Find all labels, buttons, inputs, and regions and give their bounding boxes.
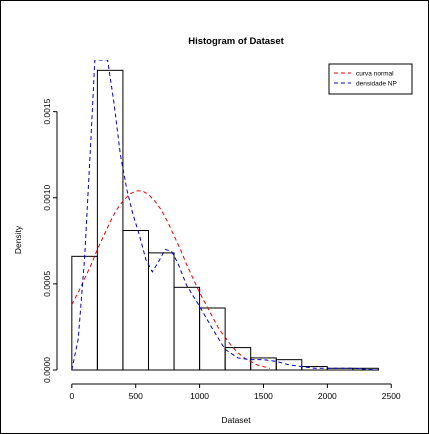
y-tick-label: 0.0015	[42, 98, 52, 124]
chart-title: Histogram of Dataset	[188, 36, 284, 47]
histogram-bar	[122, 230, 149, 371]
x-tick-label: 500	[129, 391, 143, 401]
x-tick-label: 2000	[318, 391, 337, 401]
y-tick-label: 0.0010	[42, 185, 52, 211]
y-tick-label: 0.0005	[42, 271, 52, 297]
histogram-bar	[250, 357, 277, 371]
legend-label: densidade NP	[356, 81, 397, 88]
y-axis-title: Density	[13, 225, 23, 254]
histogram-bar	[199, 307, 226, 371]
histogram-bar	[275, 359, 303, 371]
histogram-bar	[96, 69, 124, 371]
histogram-bar	[147, 252, 175, 371]
legend-box	[328, 63, 413, 95]
y-tick-label: 0.0000	[42, 357, 52, 383]
legend-label: curva normal	[356, 71, 394, 78]
x-tick-label: 2500	[382, 391, 401, 401]
x-tick-label: 0	[69, 391, 74, 401]
histogram-bar	[173, 286, 201, 371]
x-tick-label: 1000	[190, 391, 209, 401]
density-curve-curva-normal	[71, 190, 270, 369]
histogram-bar	[352, 367, 379, 371]
x-axis-title: Dataset	[221, 415, 251, 425]
x-tick-label: 1500	[254, 391, 273, 401]
density-curve-densidade-np	[71, 60, 379, 370]
